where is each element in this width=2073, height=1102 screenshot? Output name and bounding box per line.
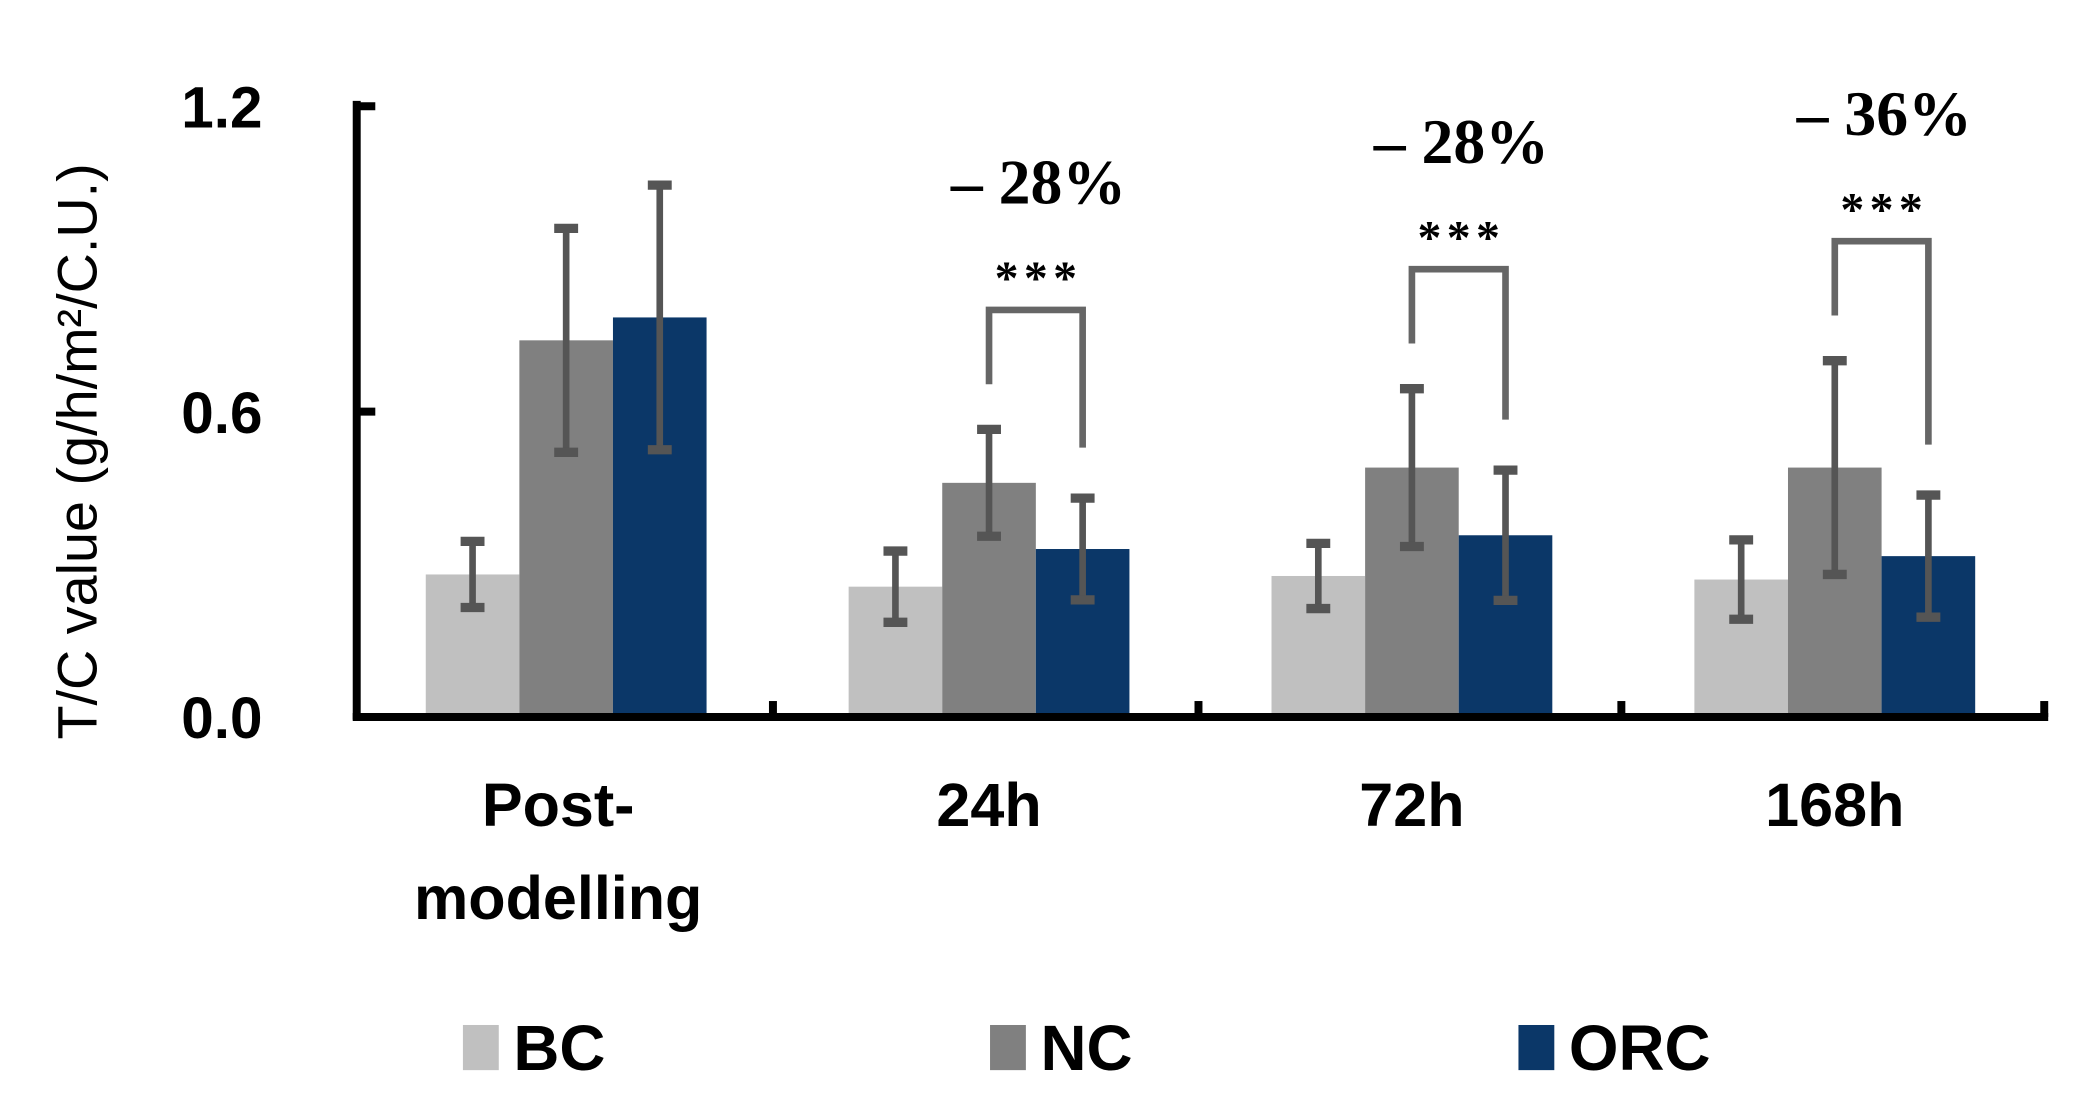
y-tick-label: 0.6 bbox=[181, 381, 262, 446]
significance-stars: *** bbox=[1418, 211, 1506, 264]
legend-label-orc: ORC bbox=[1569, 1012, 1711, 1084]
significance-stars: *** bbox=[1840, 183, 1928, 236]
x-category-label: 168h bbox=[1765, 771, 1904, 839]
y-tick-label: 1.2 bbox=[181, 75, 262, 140]
significance-bracket bbox=[1831, 237, 1932, 445]
legend-swatch-nc bbox=[990, 1024, 1026, 1071]
x-category-label: 72h bbox=[1359, 771, 1464, 839]
percent-change-label: – 28% bbox=[1373, 106, 1549, 177]
x-category-label: modelling bbox=[414, 864, 702, 932]
y-tick-label: 0.0 bbox=[181, 686, 262, 751]
significance-bracket bbox=[1408, 265, 1509, 420]
percent-change-label: – 36% bbox=[1796, 78, 1972, 149]
legend-swatch-bc bbox=[462, 1024, 499, 1071]
y-axis-label: T/C value (g/h/m²/C.U.) bbox=[46, 163, 108, 739]
legend-label-nc: NC bbox=[1040, 1012, 1132, 1084]
percent-change-label: – 28% bbox=[950, 147, 1126, 218]
legend-swatch-orc bbox=[1518, 1024, 1555, 1071]
significance-bracket bbox=[985, 306, 1086, 448]
legend-label-bc: BC bbox=[513, 1012, 605, 1084]
x-category-label: Post- bbox=[482, 771, 635, 839]
significance-stars: *** bbox=[995, 252, 1083, 305]
x-category-label: 24h bbox=[936, 771, 1041, 839]
